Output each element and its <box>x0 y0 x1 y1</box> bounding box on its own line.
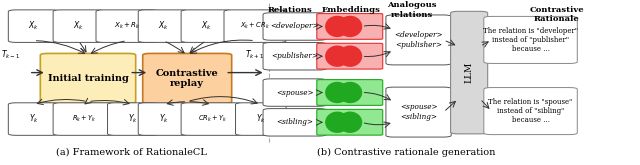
FancyBboxPatch shape <box>317 109 383 135</box>
Text: Analogous
relations: Analogous relations <box>387 1 436 19</box>
Ellipse shape <box>325 82 349 103</box>
FancyBboxPatch shape <box>386 87 451 137</box>
Text: The relation is "developer"
instead of "publisher"
because ...: The relation is "developer" instead of "… <box>483 27 578 53</box>
Ellipse shape <box>325 16 349 37</box>
FancyBboxPatch shape <box>317 80 383 105</box>
FancyBboxPatch shape <box>263 43 326 70</box>
FancyBboxPatch shape <box>8 10 59 42</box>
Text: $T_{k+1}$: $T_{k+1}$ <box>245 49 264 61</box>
Text: Embeddings: Embeddings <box>321 6 380 14</box>
Text: $X_k+CR_k$: $X_k+CR_k$ <box>240 21 270 31</box>
Text: $X_k+R_k$: $X_k+R_k$ <box>114 21 140 31</box>
Text: $Y_k$: $Y_k$ <box>256 113 266 125</box>
Text: The relation is "spouse"
instead of "sibling"
because ...: The relation is "spouse" instead of "sib… <box>488 98 573 124</box>
Text: <developer>: <developer> <box>271 22 319 31</box>
FancyBboxPatch shape <box>263 79 326 106</box>
Text: $Y_k$: $Y_k$ <box>29 113 38 125</box>
FancyBboxPatch shape <box>53 10 104 42</box>
Text: (a) Framework of RationaleCL: (a) Framework of RationaleCL <box>56 148 207 157</box>
Text: $X_k$: $X_k$ <box>73 20 84 32</box>
Text: <sibling>: <sibling> <box>276 118 313 126</box>
FancyBboxPatch shape <box>138 103 189 135</box>
Ellipse shape <box>338 82 362 103</box>
Text: $Y_k$: $Y_k$ <box>159 113 168 125</box>
Text: (b) Contrastive rationale generation: (b) Contrastive rationale generation <box>317 148 495 157</box>
Ellipse shape <box>338 112 362 133</box>
FancyBboxPatch shape <box>317 14 383 39</box>
FancyBboxPatch shape <box>96 10 158 42</box>
FancyBboxPatch shape <box>40 53 136 103</box>
Text: $X_k$: $X_k$ <box>201 20 212 32</box>
Ellipse shape <box>325 46 349 67</box>
FancyBboxPatch shape <box>484 88 577 135</box>
Text: $Y_k$: $Y_k$ <box>128 113 138 125</box>
FancyBboxPatch shape <box>263 109 326 136</box>
Text: Contrastive
Rationale: Contrastive Rationale <box>529 6 584 23</box>
Text: <publisher>: <publisher> <box>271 52 318 60</box>
FancyBboxPatch shape <box>224 10 286 42</box>
Ellipse shape <box>338 46 362 67</box>
Text: $T_{k-1}$: $T_{k-1}$ <box>1 49 20 61</box>
FancyBboxPatch shape <box>181 103 243 135</box>
Text: Relations: Relations <box>268 6 312 14</box>
FancyBboxPatch shape <box>108 103 158 135</box>
FancyBboxPatch shape <box>53 103 115 135</box>
FancyBboxPatch shape <box>317 43 383 69</box>
Text: <developer>
<publisher>: <developer> <publisher> <box>394 31 443 49</box>
Text: $X_k$: $X_k$ <box>158 20 169 32</box>
Ellipse shape <box>338 16 362 37</box>
FancyBboxPatch shape <box>386 15 451 65</box>
FancyBboxPatch shape <box>138 10 189 42</box>
FancyBboxPatch shape <box>263 13 326 40</box>
FancyBboxPatch shape <box>484 16 577 64</box>
FancyBboxPatch shape <box>181 10 232 42</box>
Text: <spouse>: <spouse> <box>276 89 314 97</box>
Ellipse shape <box>325 112 349 133</box>
Text: $CR_k+Y_k$: $CR_k+Y_k$ <box>198 114 227 124</box>
Text: LLM: LLM <box>465 62 474 83</box>
Text: Initial training: Initial training <box>47 74 129 83</box>
FancyBboxPatch shape <box>8 103 59 135</box>
FancyBboxPatch shape <box>143 53 232 103</box>
FancyBboxPatch shape <box>236 103 286 135</box>
Text: <spouse>
<sibling>: <spouse> <sibling> <box>400 103 437 121</box>
Text: $X_k$: $X_k$ <box>28 20 39 32</box>
Text: Contrastive
replay: Contrastive replay <box>156 69 219 88</box>
Text: $R_k+Y_k$: $R_k+Y_k$ <box>72 114 97 124</box>
FancyBboxPatch shape <box>451 11 488 134</box>
